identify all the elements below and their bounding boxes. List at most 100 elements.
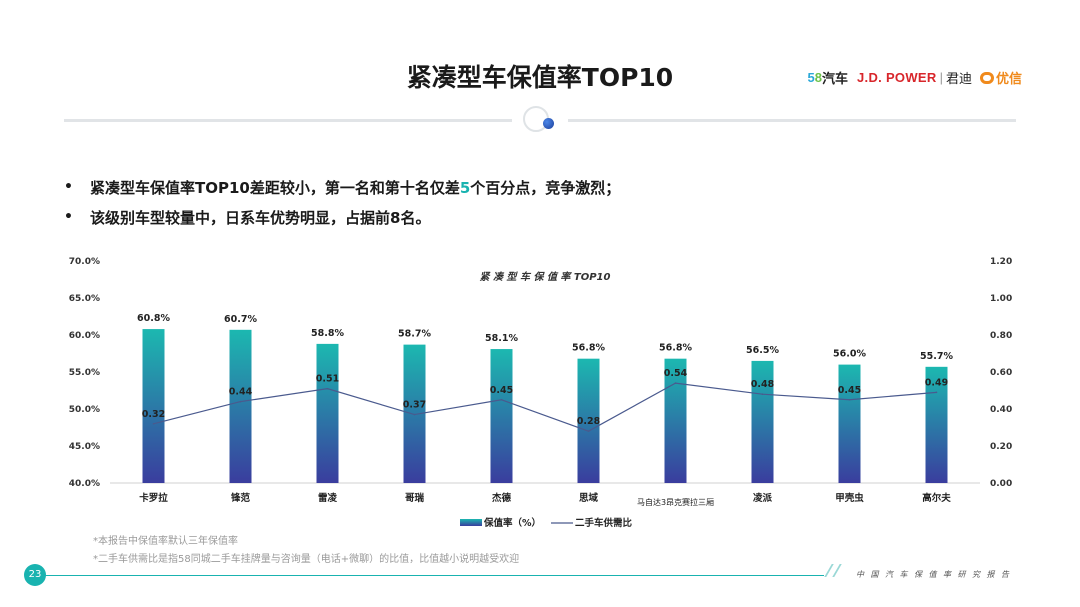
bar-data-label: 55.7% (920, 351, 953, 362)
y-left-tick-label: 55.0% (69, 368, 100, 378)
y-right-tick-label: 0.40 (990, 405, 1012, 415)
line-data-label: 0.49 (925, 377, 948, 388)
supply-demand-point (326, 387, 329, 390)
y-right-tick-label: 1.00 (990, 294, 1012, 304)
page-number: 23 (24, 564, 46, 586)
bar-data-label: 60.8% (137, 313, 170, 324)
y-left-tick-label: 65.0% (69, 294, 100, 304)
line-data-label: 0.28 (577, 416, 601, 427)
y-left-tick-label: 60.0% (69, 331, 100, 341)
logo-youxin: 优信 (979, 68, 1022, 87)
x-category-label: 马自达3昂克赛拉三厢 (637, 497, 714, 507)
logo-58-auto: 5 8 汽车 (808, 68, 848, 87)
x-category-label: 雷凌 (318, 492, 338, 504)
supply-demand-point (239, 400, 242, 403)
x-category-label: 凌派 (753, 492, 773, 504)
footnote-retention: *本报告中保值率默认三年保值率 (93, 536, 238, 547)
footnote-supply-demand: *二手车供需比是指58同城二手车挂牌量与咨询量（电话+微聊）的比值，比值越小说明… (93, 554, 520, 565)
bullet-text-part: 个百分点，竞争激烈； (470, 178, 621, 197)
supply-demand-point (761, 393, 764, 395)
y-right-tick-label: 0.00 (990, 479, 1012, 489)
bar-data-label: 56.8% (572, 343, 605, 354)
supply-demand-point (935, 391, 938, 394)
bar-data-label: 56.0% (833, 349, 866, 360)
title-divider-left (64, 119, 512, 122)
footer-line (44, 575, 824, 576)
chart-title: 紧 凑 型 车 保 值 率 TOP10 (480, 271, 611, 283)
bullet-dot-icon: • (64, 209, 73, 225)
bullet-item: • 该级别车型较量中，日系车优势明显，占据前8名。 (64, 202, 620, 232)
bar-retention-rate (490, 349, 513, 483)
y-left-tick-label: 40.0% (69, 479, 100, 489)
bar-retention-rate (664, 358, 687, 483)
footer-report-title: 中国汽车保值率研究报告 (856, 570, 1016, 579)
supply-demand-point (500, 398, 503, 401)
supply-demand-line (153, 382, 937, 432)
bullet-item: • 紧凑型车保值率TOP10差距较小，第一名和第十名仅差5个百分点，竞争激烈； (64, 172, 620, 202)
logo-58-digit8: 8 (814, 70, 822, 85)
combo-chart: 紧 凑 型 车 保 值 率 TOP10 40.0% 45.0% 50.0% 55.0% 6… (69, 257, 1012, 529)
supply-demand-point (674, 382, 677, 384)
bar-retention-rate (229, 329, 252, 483)
line-data-label: 0.37 (403, 400, 426, 411)
line-data-label: 0.44 (229, 387, 253, 398)
legend-bar-label: 保值率（%） (483, 517, 541, 529)
legend-line-label: 二手车供需比 (575, 517, 633, 529)
line-data-label: 0.32 (142, 409, 165, 420)
y-left-tick-label: 50.0% (69, 405, 100, 415)
logo-jdpower: J.D. POWER (857, 70, 937, 85)
bar-data-label: 56.5% (746, 345, 779, 356)
y-left-tick-label: 45.0% (69, 442, 100, 452)
logo-youxin-text: 优信 (995, 71, 1022, 86)
summary-bullets: • 紧凑型车保值率TOP10差距较小，第一名和第十名仅差5个百分点，竞争激烈； … (64, 172, 620, 232)
logo-separator: | (939, 70, 943, 85)
logo-58-text: 汽车 (821, 71, 848, 86)
bar-data-label: 56.8% (659, 343, 692, 354)
line-data-label: 0.45 (838, 385, 861, 396)
title-divider-right (568, 119, 1016, 122)
x-category-label: 高尔夫 (922, 492, 951, 504)
bullet-text: 该级别车型较量中，日系车优势明显，占据前8名。 (90, 208, 431, 227)
bar-retention-rate (925, 366, 948, 483)
line-data-label: 0.54 (664, 368, 688, 379)
bullet-text: 紧凑型车保值率TOP10差距较小，第一名和第十名仅差5个百分点，竞争激烈； (90, 177, 620, 198)
x-category-label: 杰德 (492, 492, 512, 504)
bar-retention-rate (751, 360, 774, 483)
x-category-label: 哥瑞 (405, 492, 425, 504)
bar-retention-rate (577, 358, 600, 483)
x-category-label: 思域 (579, 492, 599, 504)
line-data-label: 0.51 (316, 374, 339, 385)
line-data-label: 0.48 (751, 379, 775, 390)
bar-data-label: 60.7% (224, 314, 257, 325)
supply-demand-point (848, 398, 851, 401)
y-right-tick-label: 0.60 (990, 368, 1012, 378)
x-category-label: 甲壳虫 (835, 492, 864, 504)
bullet-highlight: 5 (459, 178, 471, 197)
bullet-text-part: 紧凑型车保值率TOP10差距较小，第一名和第十名仅差 (90, 178, 460, 197)
x-category-label: 锋范 (231, 492, 251, 504)
line-data-label: 0.45 (490, 385, 513, 396)
supply-demand-point (587, 430, 590, 432)
y-right-tick-label: 0.20 (990, 442, 1012, 452)
bar-retention-rate (838, 364, 861, 483)
partner-logos: 5 8 汽车 J.D. POWER | 君迪 优信 (808, 68, 1022, 87)
logo-58-digit5: 5 (807, 70, 815, 85)
y-right-tick-label: 1.20 (990, 257, 1012, 267)
bar-retention-rate (316, 343, 339, 483)
page-title: 紧凑型车保值率TOP10 (406, 63, 674, 92)
supply-demand-point (152, 423, 155, 425)
footer-slash (832, 564, 842, 577)
bar-data-label: 58.8% (311, 328, 344, 339)
y-left-tick-label: 70.0% (69, 257, 100, 267)
divider-dot-icon (543, 118, 554, 129)
bar-data-label: 58.7% (398, 329, 431, 340)
bullet-dot-icon: • (64, 179, 73, 195)
logo-jundi: 君迪 (945, 71, 972, 86)
supply-demand-point (413, 413, 416, 416)
bar-retention-rate (142, 329, 165, 483)
legend-bar-swatch (460, 519, 482, 526)
youxin-logo-icon (979, 71, 994, 84)
x-category-label: 卡罗拉 (139, 492, 168, 504)
bar-data-label: 58.1% (485, 333, 518, 344)
y-right-tick-label: 0.80 (990, 331, 1012, 341)
